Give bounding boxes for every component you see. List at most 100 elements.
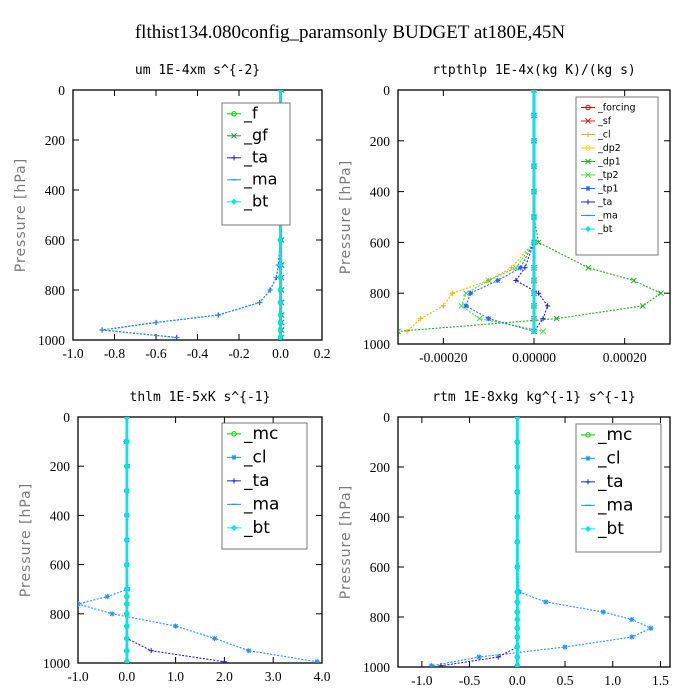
y-tick-label: 1000 [363, 660, 390, 675]
data-point-dp1 [657, 290, 664, 297]
data-point-cl [428, 663, 435, 667]
data-point-bt [277, 236, 284, 244]
y-tick-label: 1000 [363, 337, 390, 352]
data-point-bt [123, 658, 130, 663]
legend-label: _ma [243, 170, 277, 190]
data-point-bt [514, 488, 521, 496]
data-point-bt [123, 635, 130, 642]
legend-label: _mc [243, 424, 278, 444]
data-point-bt [123, 463, 130, 470]
data-point-bt [277, 261, 284, 269]
legend-label: _f [243, 104, 258, 124]
legend-label: _cl [597, 448, 621, 468]
data-point-bt [530, 90, 538, 94]
legend-marker [585, 145, 591, 151]
legend-marker [584, 525, 592, 532]
chart-panel-2: rtpthlp 1E-4x(kg K)/(kg s) Pressure [hPa]… [338, 63, 671, 365]
data-point-tp1 [517, 265, 523, 271]
data-point-bt [277, 326, 284, 334]
data-point-bt [514, 616, 521, 623]
data-point-cl [543, 599, 549, 605]
x-tick-label: -0.4 [187, 346, 209, 361]
x-tick-label: -1.0 [411, 673, 433, 688]
data-point-bt [277, 274, 284, 281]
x-tick-label: -0.00020 [419, 350, 468, 365]
data-point-bt [123, 610, 130, 617]
data-point-bt [514, 588, 521, 596]
legend-label: _ma [597, 210, 618, 221]
y-tick-label: 200 [45, 133, 66, 148]
data-point-tp2 [540, 328, 547, 335]
panel-title: rtm 1E-8xkg kg^{-1} s^{-1} [432, 390, 636, 405]
x-tick-label: 1.0 [604, 673, 621, 688]
x-tick-label: 0.0 [509, 673, 526, 688]
data-point-cl [404, 328, 410, 334]
data-point-cl [440, 303, 446, 309]
data-point-bt [123, 438, 130, 445]
data-point-bt [277, 319, 284, 326]
legend-marker [585, 432, 591, 438]
y-tick-label: 200 [370, 134, 391, 149]
data-point-ta [221, 659, 227, 663]
data-point-bt [530, 290, 538, 297]
legend-label: _dp2 [597, 143, 621, 154]
x-tick-label: 3.0 [265, 669, 282, 684]
y-tick-label: 600 [370, 235, 391, 250]
legend-label: _ta [243, 148, 268, 168]
y-tick-label: 0 [58, 83, 65, 98]
data-point-cl [629, 634, 635, 640]
y-tick-label: 0 [63, 410, 70, 425]
panels: um 1E-4xm s^{-2} Pressure [hPa] -1.0 -0.8 -0… [13, 63, 671, 688]
data-point-tp2 [512, 264, 519, 271]
data-point-tp1 [486, 316, 492, 322]
y-tick-label: 0 [383, 83, 390, 98]
data-point-cl [104, 593, 110, 600]
data-point-cl [449, 290, 455, 296]
legend-marker [585, 479, 591, 485]
data-point-bt [514, 538, 521, 546]
data-point-bt [123, 586, 130, 593]
data-point-bt [514, 633, 521, 641]
data-point-bt [277, 286, 284, 294]
data-point-bt [123, 600, 130, 607]
y-tick-label: 600 [370, 560, 391, 575]
legend-marker [585, 104, 591, 111]
data-point-bt [530, 264, 538, 271]
series-layer [428, 417, 654, 667]
data-point-bt [123, 561, 130, 568]
x-tick-label: 0.5 [557, 673, 574, 688]
legend-marker [230, 198, 238, 205]
y-axis-label: Pressure [hPa] [338, 160, 354, 274]
data-point-bt [530, 302, 538, 309]
y-tick-label: 600 [50, 558, 71, 573]
data-point-dp1 [535, 239, 542, 246]
data-point-bt [514, 625, 521, 632]
data-point-bt [123, 593, 130, 600]
data-point-cl [476, 654, 482, 660]
data-point-tp1 [495, 277, 501, 284]
series-line-cl [431, 417, 653, 667]
legend: _f_gf_ta_ma_bt [221, 102, 291, 226]
data-point-ta [495, 654, 501, 660]
y-tick-label: 800 [50, 607, 71, 622]
data-point-bt [123, 623, 130, 630]
data-point-cl [173, 623, 179, 629]
data-point-bt [530, 112, 538, 119]
chart-panel-1: um 1E-4xm s^{-2} Pressure [hPa] -1.0 -0.8 -0… [13, 63, 330, 361]
y-tick-label: 400 [50, 508, 71, 523]
legend-label: _tp1 [597, 183, 619, 194]
data-point-cl [314, 659, 320, 663]
legend-marker [231, 478, 237, 484]
x-tick-label: -1.0 [67, 669, 89, 684]
legend: _mc _cl _ta _ma _bt [221, 422, 308, 550]
data-point-bt [514, 643, 521, 651]
x-tick-label: 1.5 [652, 673, 669, 688]
data-point-bt [277, 334, 284, 340]
data-point-cl [109, 611, 115, 617]
x-tick-label: -0.5 [459, 673, 481, 688]
panel-title: thlm 1E-5xK s^{-1} [130, 390, 271, 405]
data-point-bt [530, 137, 538, 144]
series-line-tp1 [465, 90, 535, 332]
data-point-bt [514, 653, 521, 661]
panel-title: rtpthlp 1E-4x(kg K)/(kg s) [432, 63, 636, 78]
